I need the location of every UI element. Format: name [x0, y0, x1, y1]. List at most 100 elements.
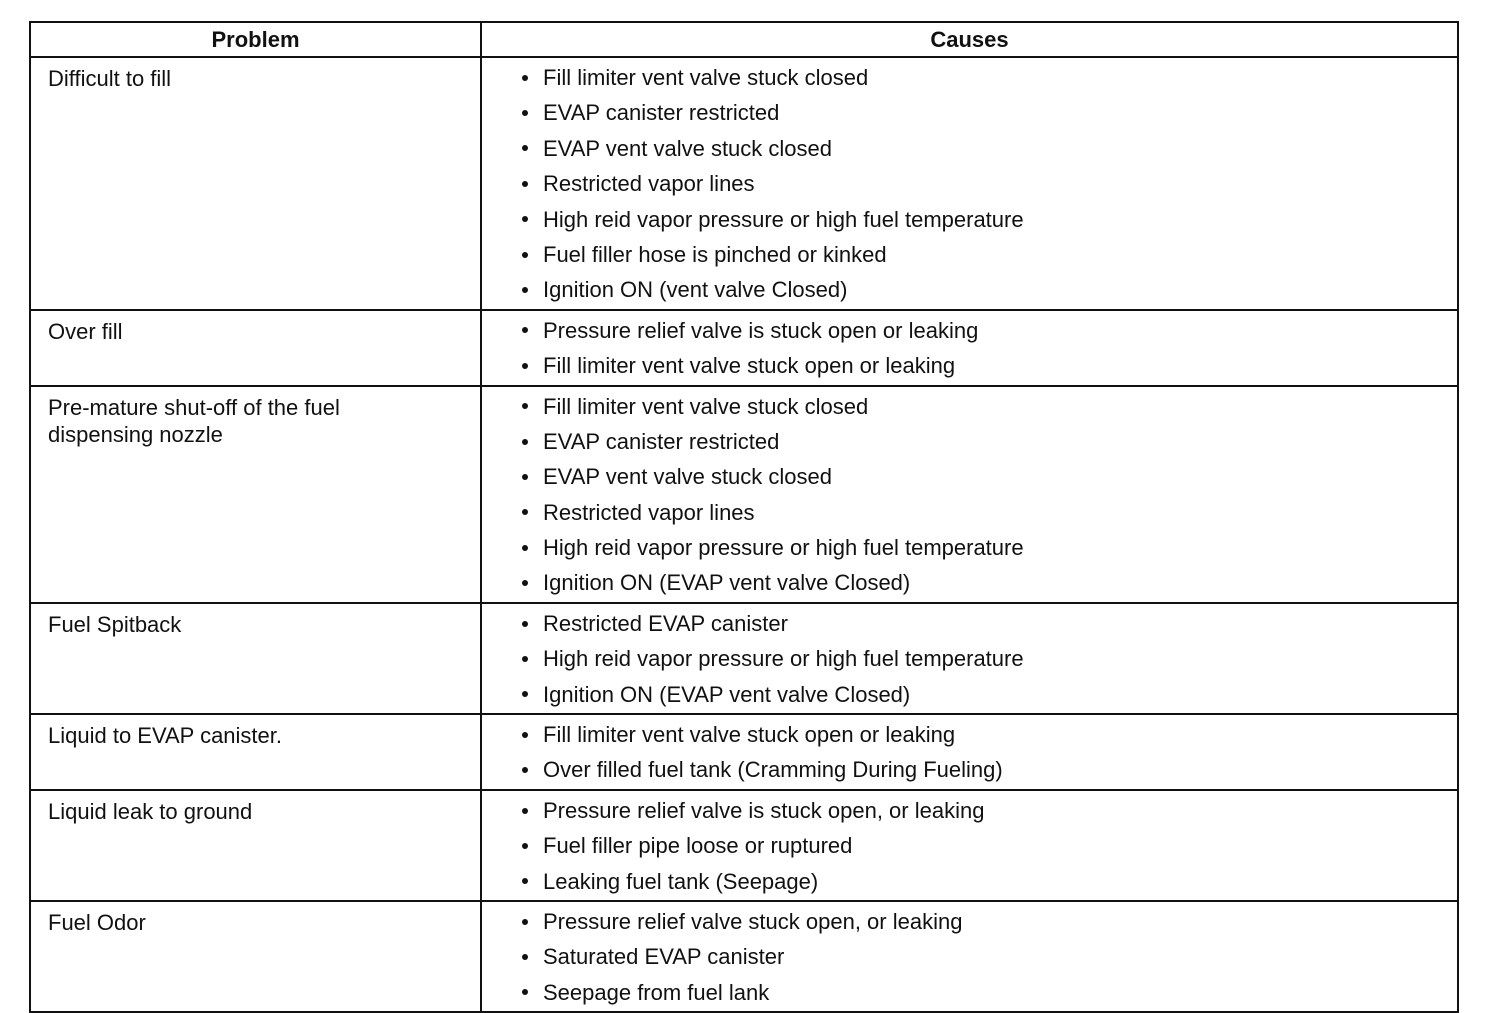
bullet [522, 989, 528, 996]
cause-text: Over filled fuel tank (Cramming During F… [543, 757, 1003, 783]
bullet [522, 180, 528, 187]
bullet [522, 110, 528, 117]
cause-text: EVAP canister restricted [543, 428, 780, 454]
cause-text: Pressure relief valve is stuck open or l… [543, 317, 979, 343]
causes-cell: Fill limiter vent valve stuck open or le… [480, 713, 1459, 791]
cause-text: Leaking fuel tank (Seepage) [543, 868, 819, 894]
cause-item: EVAP vent valve stuck closed [522, 459, 1457, 494]
cause-text: Ignition ON (EVAP vent valve Closed) [543, 681, 911, 707]
cause-text: Restricted vapor lines [543, 171, 755, 197]
problem-cell: Fuel Spitback [29, 601, 482, 716]
bullet [522, 145, 528, 152]
bullet [522, 807, 528, 814]
bullet [522, 842, 528, 849]
bullet [522, 216, 528, 223]
cause-item: EVAP canister restricted [522, 424, 1457, 459]
problem-cell: Liquid leak to ground [29, 788, 482, 902]
troubleshooting-table: Problem Causes Difficult to fill Fill lim… [29, 21, 1459, 1013]
cause-item: Seepage from fuel lank [522, 975, 1457, 1010]
bullet [522, 655, 528, 662]
cause-text: Ignition ON (vent valve Closed) [543, 277, 848, 303]
bullet [522, 509, 528, 516]
causes-cell: Pressure relief valve is stuck open or l… [480, 308, 1459, 387]
cause-item: Fuel filler pipe loose or ruptured [522, 828, 1457, 863]
table-row: Difficult to fill Fill limiter vent valve… [29, 56, 1459, 311]
bullet [522, 544, 528, 551]
cause-item: Pressure relief valve stuck open, or lea… [522, 904, 1457, 939]
cause-text: Restricted EVAP canister [543, 610, 788, 636]
cause-item: Restricted EVAP canister [522, 606, 1457, 641]
bullet [522, 878, 528, 885]
cause-text: High reid vapor pressure or high fuel te… [543, 535, 1024, 561]
cause-item: EVAP canister restricted [522, 95, 1457, 130]
bullet [522, 438, 528, 445]
problem-cell: Over fill [29, 308, 482, 387]
cause-text: Fill limiter vent valve stuck closed [543, 393, 869, 419]
cause-item: High reid vapor pressure or high fuel te… [522, 641, 1457, 676]
bullet [522, 767, 528, 774]
cause-text: Fill limiter vent valve stuck open or le… [543, 353, 956, 379]
cause-item: Fuel filler hose is pinched or kinked [522, 237, 1457, 272]
cause-text: Fuel filler pipe loose or ruptured [543, 833, 853, 859]
cause-item: Fill limiter vent valve stuck closed [522, 60, 1457, 95]
cause-text: Seepage from fuel lank [543, 979, 770, 1005]
table-row: Fuel Odor Pressure relief valve stuck ope… [29, 899, 1459, 1013]
cause-text: EVAP canister restricted [543, 100, 780, 126]
causes-cell: Fill limiter vent valve stuck closed EVAP… [480, 384, 1459, 604]
table-row: Liquid leak to ground Pressure relief val… [29, 788, 1459, 902]
cause-item: Leaking fuel tank (Seepage) [522, 864, 1457, 899]
header-row: Problem Causes [29, 21, 1459, 58]
header-cell: Problem [29, 21, 482, 58]
cause-text: Restricted vapor lines [543, 499, 755, 525]
bullet [522, 918, 528, 925]
causes-cell: Pressure relief valve stuck open, or lea… [480, 899, 1459, 1013]
table-row: Over fill Pressure relief valve is stuck … [29, 308, 1459, 387]
cause-text: High reid vapor pressure or high fuel te… [543, 206, 1024, 232]
cause-item: Ignition ON (EVAP vent valve Closed) [522, 677, 1457, 712]
cause-item: Ignition ON (vent valve Closed) [522, 272, 1457, 307]
cause-text: EVAP vent valve stuck closed [543, 135, 832, 161]
cause-item: Fill limiter vent valve stuck open or le… [522, 717, 1457, 752]
causes-cell: Fill limiter vent valve stuck closed EVAP… [480, 56, 1459, 311]
bullet [522, 251, 528, 258]
causes-cell: Pressure relief valve is stuck open, or … [480, 788, 1459, 902]
causes-cell: Restricted EVAP canister High reid vapor … [480, 601, 1459, 716]
cause-text: Fuel filler hose is pinched or kinked [543, 241, 887, 267]
bullet [522, 954, 528, 961]
cause-item: Over filled fuel tank (Cramming During F… [522, 752, 1457, 787]
cause-item: High reid vapor pressure or high fuel te… [522, 530, 1457, 565]
cause-text: EVAP vent valve stuck closed [543, 464, 832, 490]
cause-text: High reid vapor pressure or high fuel te… [543, 646, 1024, 672]
cause-item: Restricted vapor lines [522, 166, 1457, 201]
problem-cell: Fuel Odor [29, 899, 482, 1013]
bullet [522, 362, 528, 369]
cause-item: Fill limiter vent valve stuck open or le… [522, 348, 1457, 383]
bullet [522, 473, 528, 480]
bullet [522, 691, 528, 698]
cause-text: Fill limiter vent valve stuck closed [543, 65, 869, 90]
bullet [522, 287, 528, 294]
cause-item: Pressure relief valve is stuck open, or … [522, 793, 1457, 828]
cause-item: Restricted vapor lines [522, 495, 1457, 530]
cause-text: Ignition ON (EVAP vent valve Closed) [543, 570, 911, 596]
bullet [522, 74, 528, 81]
cause-text: Pressure relief valve is stuck open, or … [543, 797, 985, 823]
bullet [522, 731, 528, 738]
problem-cell: Difficult to fill [29, 56, 482, 311]
cause-item: Saturated EVAP canister [522, 939, 1457, 974]
table-row: Liquid to EVAP canister. Fill limiter ven… [29, 713, 1459, 791]
bullet [522, 580, 528, 587]
cause-item: Pressure relief valve is stuck open or l… [522, 313, 1457, 348]
cause-item: Ignition ON (EVAP vent valve Closed) [522, 565, 1457, 600]
table-row: Fuel Spitback Restricted EVAP canister Hig… [29, 601, 1459, 716]
bullet [522, 620, 528, 627]
problem-cell: Pre-mature shut-off of the fuel dispensi… [29, 384, 482, 604]
cause-item: EVAP vent valve stuck closed [522, 131, 1457, 166]
cause-item: Fill limiter vent valve stuck closed [522, 389, 1457, 424]
table-row: Pre-mature shut-off of the fuel dispensi… [29, 384, 1459, 604]
bullet [522, 403, 528, 410]
cause-text: Saturated EVAP canister [543, 944, 785, 970]
bullet [522, 327, 528, 334]
cause-item: High reid vapor pressure or high fuel te… [522, 202, 1457, 237]
